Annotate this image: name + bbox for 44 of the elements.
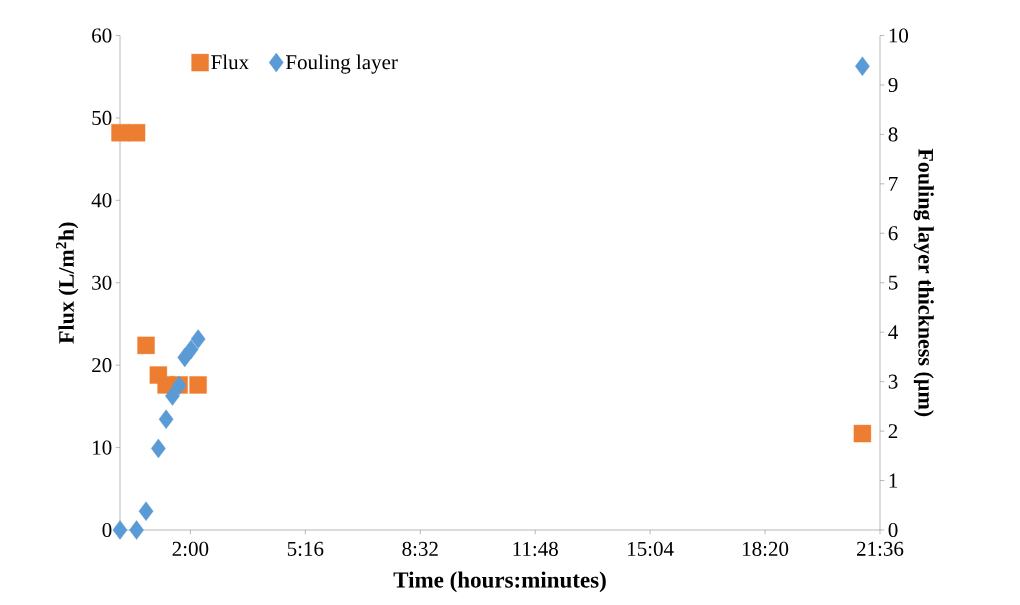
y2-tick-label: 2 [888, 424, 898, 439]
x-tick-label: 21:36 [857, 541, 904, 556]
x-tick-label: 2:00 [172, 541, 209, 557]
x-tick-label: 15:04 [628, 541, 674, 557]
y2-axis-title: Fouling layer thickness (µm) [913, 148, 934, 417]
point [138, 501, 154, 521]
point [111, 124, 129, 142]
y2-tick-label: 7 [889, 176, 898, 191]
x-tick-label: 8:32 [402, 541, 438, 557]
y2-tick-label: 6 [888, 226, 898, 241]
y-tick-label: 40 [91, 193, 112, 208]
point [112, 520, 128, 540]
x-axis-title: Time (hours:minutes) [393, 571, 606, 593]
y2-tick-label: 0 [888, 522, 898, 538]
point [183, 339, 199, 360]
point [190, 329, 206, 349]
point [853, 424, 872, 443]
point [189, 376, 207, 394]
point [158, 409, 174, 429]
y-tick-label: 0 [102, 522, 112, 538]
x-tick-label: 5:16 [287, 541, 324, 556]
y-tick-label: 10 [93, 440, 112, 455]
x-tick-label: 18:20 [742, 541, 789, 557]
y-tick-label: 60 [92, 28, 112, 43]
point [129, 520, 144, 540]
y2-tick-label: 4 [888, 325, 898, 340]
y-axis-title: Flux (L/m$^{2}$h) [55, 222, 79, 344]
y-tick-label: 50 [92, 110, 112, 125]
y2-tick-label: 3 [888, 374, 898, 389]
point [165, 386, 180, 406]
y2-tick-label: 10 [889, 28, 909, 43]
point [127, 124, 146, 142]
y2-tick-label: 5 [889, 275, 898, 290]
legend-label: Flux [211, 54, 249, 70]
y-tick-label: 20 [92, 358, 112, 373]
y2-tick-label: 8 [888, 127, 898, 142]
point [855, 56, 870, 76]
legend-label: Fouling layer [285, 54, 398, 74]
x-tick-label: 11:48 [513, 541, 558, 557]
point [151, 438, 166, 459]
y2-tick-label: 9 [888, 77, 898, 92]
point [137, 336, 155, 355]
y2-tick-label: 1 [889, 473, 898, 488]
y-tick-label: 30 [92, 275, 112, 290]
